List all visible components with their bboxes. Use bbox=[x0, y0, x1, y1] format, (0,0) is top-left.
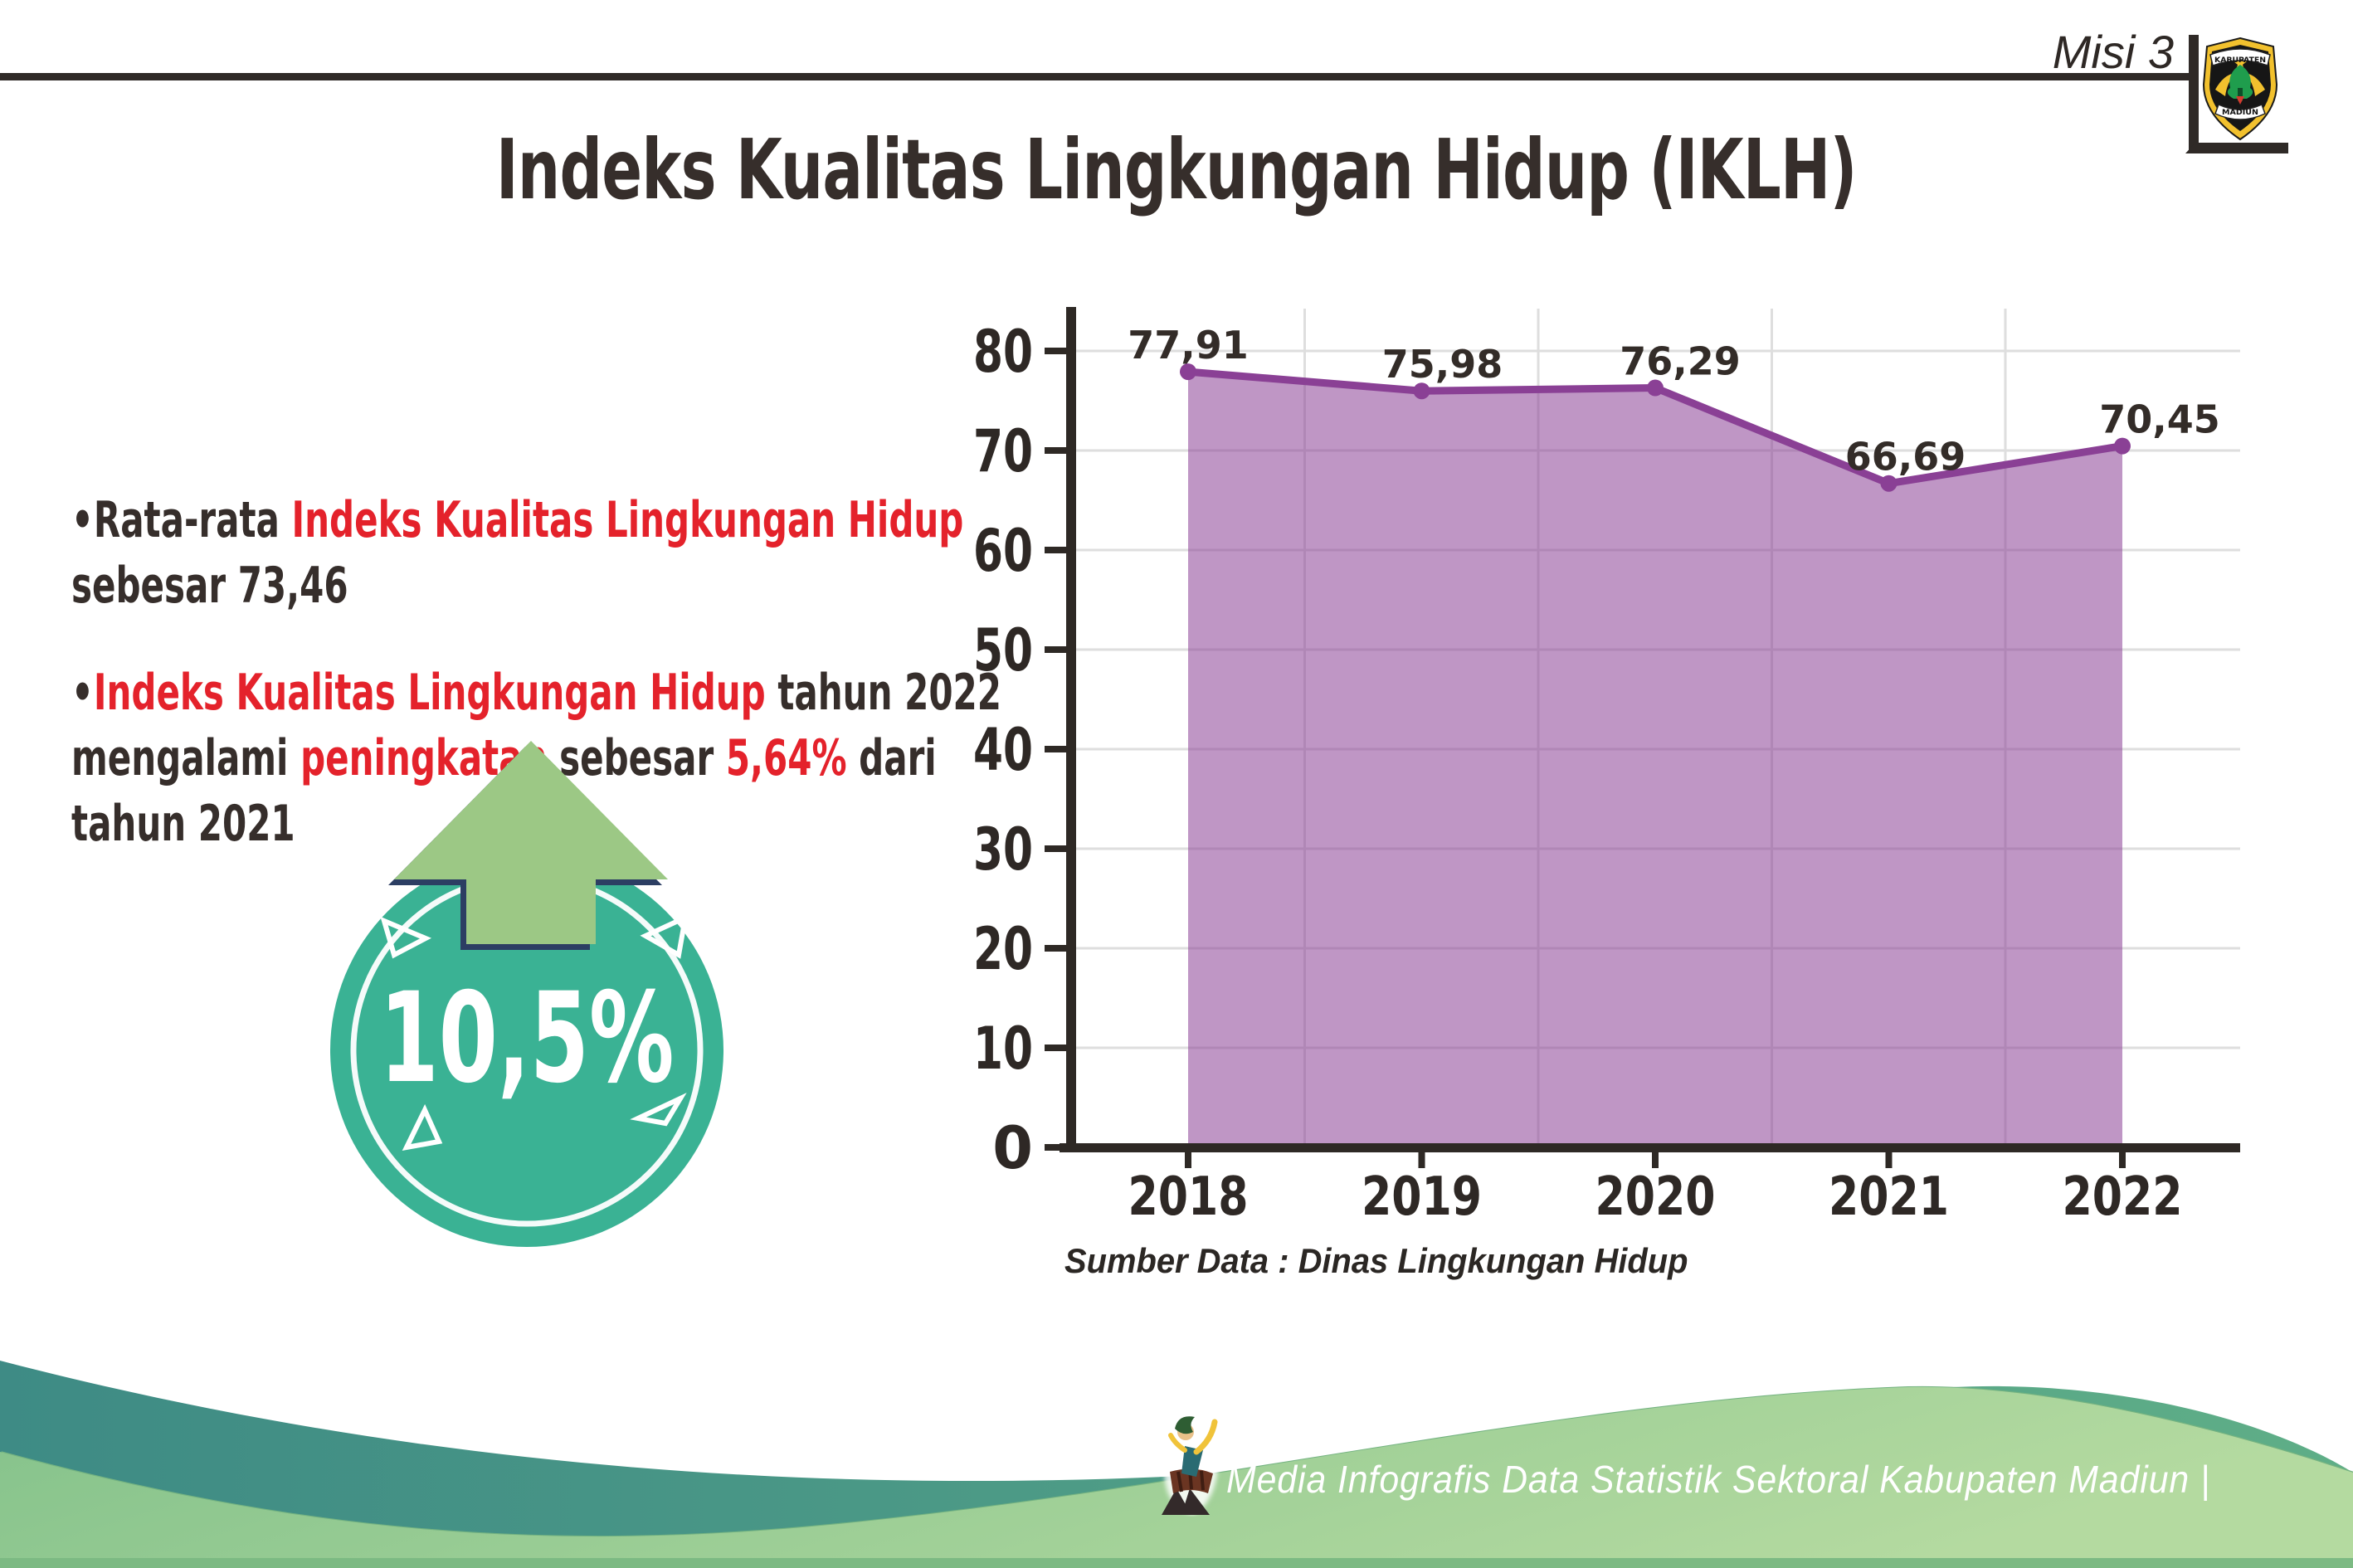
bullet-text-segment: sebesar bbox=[547, 729, 726, 787]
footer-bottom-strip bbox=[0, 1558, 2353, 1568]
logo-bottom-text: MADIUN bbox=[2222, 109, 2258, 117]
bullet-item: •Indeks Kualitas Lingkungan Hidup tahun … bbox=[71, 660, 1025, 857]
bullet-text-segment: • bbox=[71, 491, 94, 549]
bullet-text-segment: 5,64% bbox=[725, 729, 847, 787]
data-point-label: 76,29 bbox=[1620, 339, 1741, 384]
bullet-text-segment: tahun 2022 bbox=[765, 664, 1001, 722]
mascot-icon bbox=[1162, 1407, 1218, 1515]
y-tick-label: 20 bbox=[973, 915, 1033, 983]
bullet-text-segment: dari bbox=[846, 729, 937, 787]
year-label: 2020 bbox=[1595, 1166, 1716, 1228]
y-tick-label: 0 bbox=[992, 1114, 1033, 1182]
x-tick bbox=[1418, 1152, 1425, 1168]
chart-source: Sumber Data : Dinas Lingkungan Hidup bbox=[1064, 1241, 1688, 1280]
y-tick bbox=[1045, 646, 1071, 653]
bullet-text-segment: sebesar 73,46 bbox=[71, 557, 348, 615]
y-tick-label: 30 bbox=[973, 816, 1033, 884]
data-point-dot bbox=[1880, 475, 1898, 492]
footer-waves bbox=[0, 1361, 2353, 1568]
y-tick bbox=[1045, 547, 1071, 553]
bullet-text-segment: • bbox=[71, 664, 94, 722]
bullet-text-segment: Rata-rata bbox=[93, 491, 292, 549]
logo-top-text: KABUPATEN bbox=[2214, 56, 2266, 65]
y-tick-label: 40 bbox=[973, 716, 1033, 784]
year-label: 2019 bbox=[1362, 1166, 1482, 1228]
header-rule bbox=[0, 73, 2197, 80]
sparkle-icon bbox=[402, 1103, 443, 1151]
logo-frame-horizontal bbox=[2185, 143, 2288, 153]
area-fill bbox=[1188, 372, 2122, 1147]
badge-circle bbox=[330, 854, 723, 1247]
green-wave bbox=[0, 1386, 2353, 1568]
sparkle-icon bbox=[640, 913, 689, 959]
misi-label: Misi 3 bbox=[2052, 26, 2174, 78]
data-point-label: 77,91 bbox=[1128, 323, 1249, 368]
year-label: 2021 bbox=[1829, 1166, 1949, 1228]
footer-credit: Media Infografis Data Statistik Sektoral… bbox=[1226, 1458, 2211, 1501]
increase-badge: 10,5% bbox=[330, 741, 723, 1247]
logo-frame-vertical bbox=[2189, 35, 2199, 153]
year-label: 2022 bbox=[2063, 1166, 2183, 1228]
logo-tree-icon bbox=[2227, 65, 2253, 99]
y-tick bbox=[1045, 1045, 1071, 1051]
y-tick-label: 70 bbox=[973, 417, 1033, 485]
bullet-text-segment: mengalami bbox=[71, 729, 301, 787]
x-tick bbox=[1885, 1152, 1893, 1168]
y-tick bbox=[1045, 1144, 1071, 1151]
kabupaten-madiun-logo: KABUPATEN MADIUN bbox=[2202, 37, 2278, 141]
data-point-label: 70,45 bbox=[2099, 397, 2220, 442]
y-axis bbox=[1066, 307, 1076, 1152]
iklh-chart: 0 10 20 30 40 50 60 70 80 2018 2019 2020 2021 2022 77,… bbox=[973, 307, 2240, 1228]
y-tick bbox=[1045, 746, 1071, 752]
x-tick bbox=[2119, 1152, 2126, 1168]
badge-value: 10,5% bbox=[380, 967, 675, 1111]
bullet-text-segment: tahun 2021 bbox=[71, 795, 295, 853]
y-tick-label: 60 bbox=[973, 517, 1033, 585]
sparkle-icon bbox=[630, 1093, 687, 1127]
bullet-text-segment: Indeks Kualitas Lingkungan Hidup bbox=[93, 664, 766, 722]
year-label: 2018 bbox=[1128, 1166, 1249, 1228]
bullet-text-segment: Indeks Kualitas Lingkungan Hidup bbox=[291, 491, 964, 549]
data-point-label: 75,98 bbox=[1382, 342, 1503, 387]
y-tick-label: 10 bbox=[973, 1015, 1033, 1083]
x-tick bbox=[1652, 1152, 1659, 1168]
data-point-label: 66,69 bbox=[1845, 435, 1966, 480]
sparkle-icon bbox=[380, 916, 432, 959]
page-title: Indeks Kualitas Lingkungan Hidup (IKLH) bbox=[496, 121, 1858, 218]
y-tick bbox=[1045, 845, 1071, 852]
data-point-dot bbox=[1180, 363, 1196, 381]
bullet-item: •Rata-rata Indeks Kualitas Lingkungan Hi… bbox=[71, 488, 1025, 619]
x-tick bbox=[1185, 1152, 1191, 1168]
y-tick bbox=[1045, 945, 1071, 952]
y-tick bbox=[1045, 348, 1071, 354]
data-point-dot bbox=[2114, 437, 2131, 455]
y-tick-label: 80 bbox=[973, 318, 1033, 386]
x-axis bbox=[1060, 1143, 2240, 1152]
bullet-list: •Rata-rata Indeks Kualitas Lingkungan Hi… bbox=[71, 488, 1025, 898]
y-tick-label: 50 bbox=[973, 616, 1033, 684]
data-point-dot bbox=[1413, 382, 1430, 400]
up-arrow-icon bbox=[394, 741, 668, 944]
logo-star-icon bbox=[2234, 56, 2247, 70]
y-tick bbox=[1045, 447, 1071, 454]
data-point-dot bbox=[1647, 379, 1664, 397]
